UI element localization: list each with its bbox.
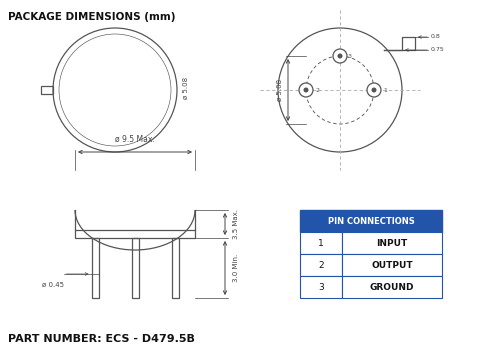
Text: PART NUMBER: ECS - D479.5B: PART NUMBER: ECS - D479.5B bbox=[8, 334, 195, 344]
Bar bbox=[342, 232, 442, 254]
Bar bbox=[300, 276, 342, 298]
Circle shape bbox=[337, 53, 343, 58]
Bar bbox=[300, 210, 442, 232]
Text: 1: 1 bbox=[318, 239, 324, 247]
Bar bbox=[300, 254, 342, 276]
Text: INPUT: INPUT bbox=[376, 239, 408, 247]
Text: 0.8: 0.8 bbox=[431, 34, 441, 39]
Text: 0.75: 0.75 bbox=[431, 47, 445, 52]
Bar bbox=[342, 254, 442, 276]
Bar bbox=[41, 86, 53, 94]
Bar bbox=[132, 238, 139, 298]
Text: 3.0 Min.: 3.0 Min. bbox=[233, 254, 239, 282]
Text: 2: 2 bbox=[318, 261, 324, 269]
Circle shape bbox=[367, 83, 381, 97]
Circle shape bbox=[303, 88, 309, 93]
Bar bbox=[342, 276, 442, 298]
Text: 3.5 Max.: 3.5 Max. bbox=[233, 209, 239, 239]
Bar bbox=[92, 238, 98, 298]
Text: 2: 2 bbox=[315, 89, 319, 94]
Text: ø 9.5 Max.: ø 9.5 Max. bbox=[115, 135, 155, 144]
Bar bbox=[75, 230, 195, 238]
Text: OUTPUT: OUTPUT bbox=[371, 261, 413, 269]
Circle shape bbox=[333, 49, 347, 63]
Text: 1: 1 bbox=[383, 89, 387, 94]
Bar bbox=[300, 232, 342, 254]
Text: PIN CONNECTIONS: PIN CONNECTIONS bbox=[328, 216, 414, 225]
Text: ø 5.08: ø 5.08 bbox=[277, 79, 283, 101]
Text: 3: 3 bbox=[318, 283, 324, 292]
Text: GROUND: GROUND bbox=[370, 283, 414, 292]
Bar bbox=[171, 238, 179, 298]
Text: ø 5.08: ø 5.08 bbox=[183, 77, 189, 99]
Text: 3: 3 bbox=[348, 54, 352, 59]
Text: PACKAGE DIMENSIONS (mm): PACKAGE DIMENSIONS (mm) bbox=[8, 12, 176, 22]
Text: ø 0.45: ø 0.45 bbox=[42, 282, 64, 288]
Circle shape bbox=[372, 88, 376, 93]
Circle shape bbox=[299, 83, 313, 97]
